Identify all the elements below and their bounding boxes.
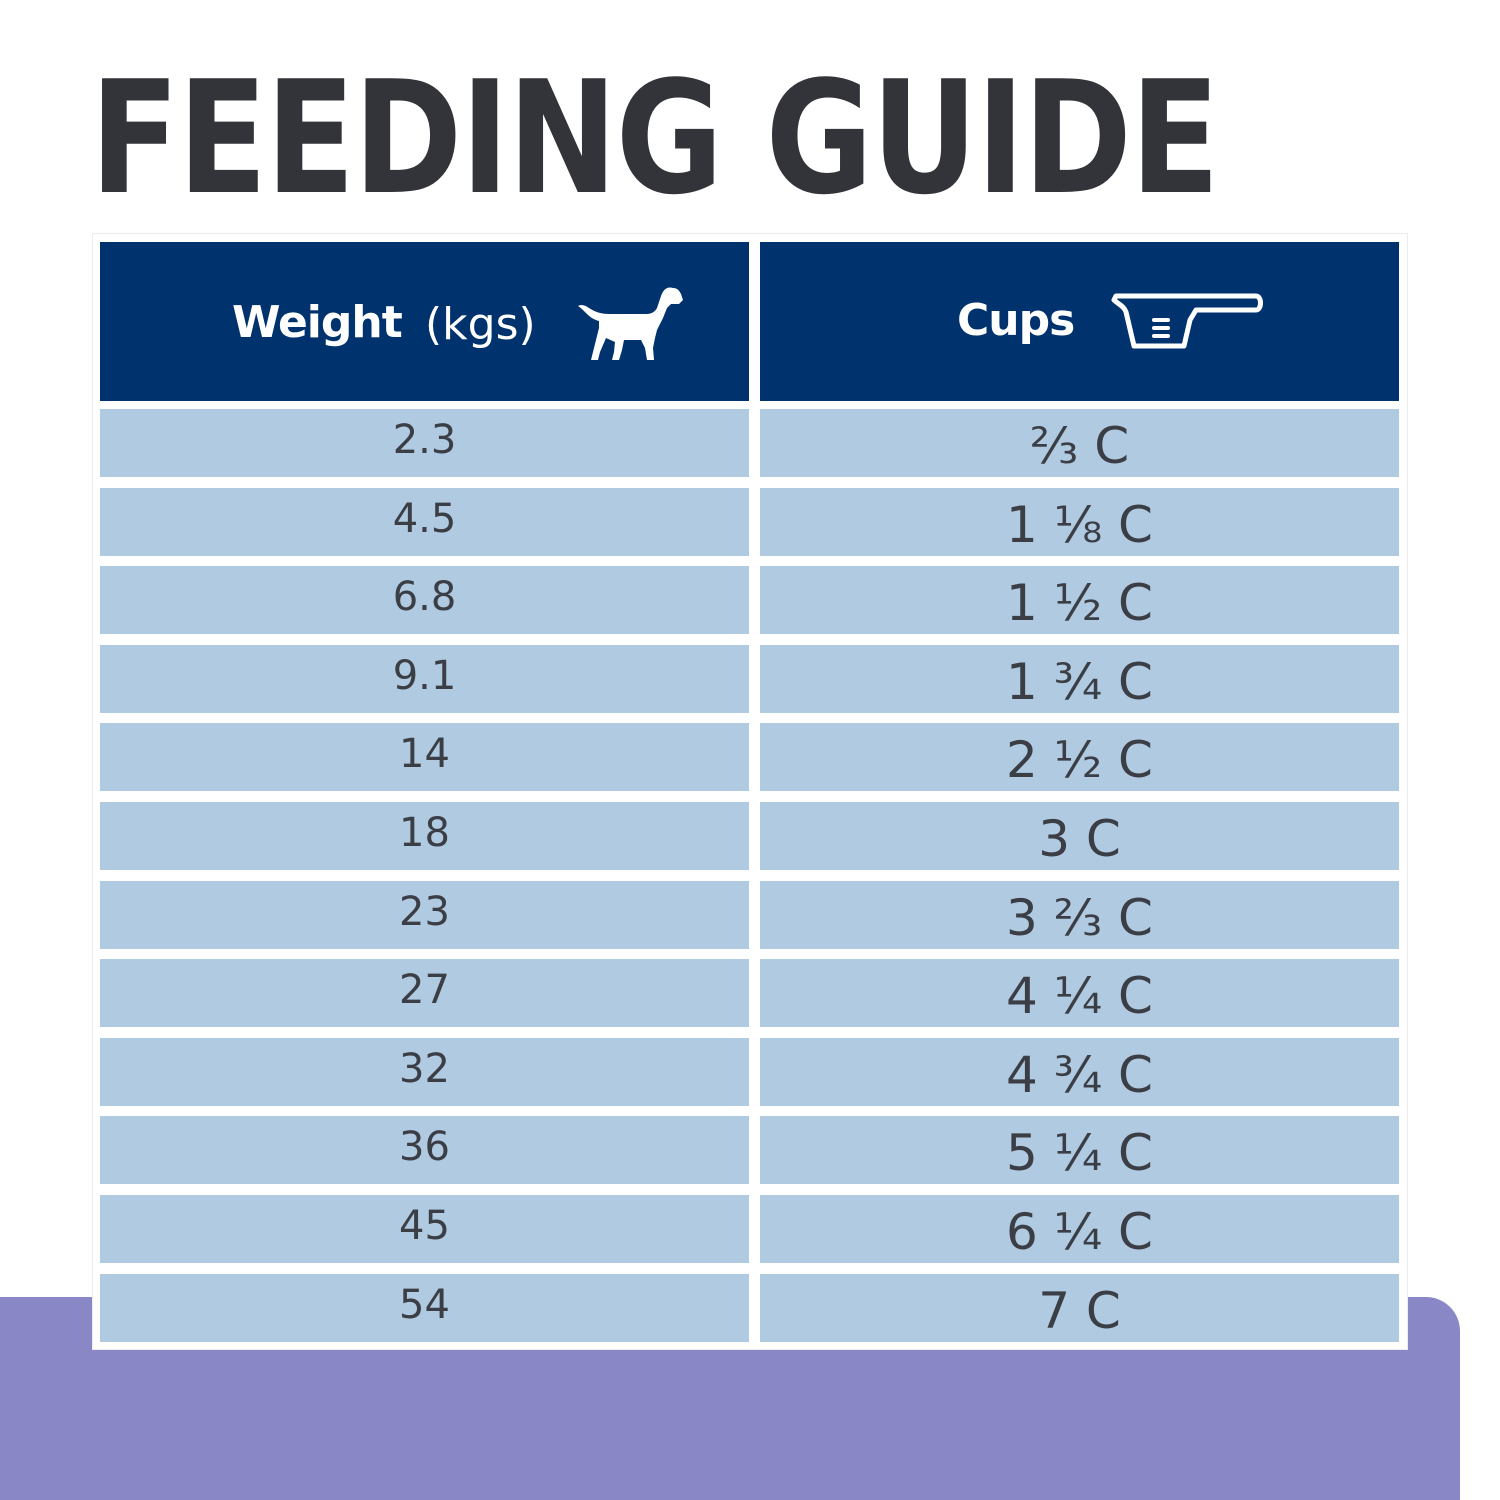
weight-cell: 23 <box>100 880 749 949</box>
weight-cell: 36 <box>100 1116 749 1185</box>
cups-cell: 4 ¼ C <box>760 959 1399 1028</box>
table-row: 23 3 ⅔ C <box>100 880 1399 949</box>
weight-cell: 9.1 <box>100 644 749 713</box>
weight-cell: 54 <box>100 1273 749 1342</box>
cups-cell: 5 ¼ C <box>760 1116 1399 1185</box>
feeding-table-body: 2.3 ⅔ C 4.5 1 ⅛ C 6.8 1 ½ C 9.1 1 ¾ C 14… <box>100 409 1399 1352</box>
weight-cell: 27 <box>100 959 749 1028</box>
weight-unit-label: (kgs) <box>425 299 536 350</box>
dog-icon <box>578 287 683 360</box>
cups-cell: 1 ¾ C <box>760 644 1399 713</box>
table-row: 32 4 ¾ C <box>100 1037 1399 1106</box>
table-row: 9.1 1 ¾ C <box>100 644 1399 713</box>
cups-cell: 7 C <box>760 1273 1399 1342</box>
table-row: 4.5 1 ⅛ C <box>100 487 1399 556</box>
table-row: 36 5 ¼ C <box>100 1116 1399 1185</box>
weight-cell: 14 <box>100 723 749 792</box>
weight-column-header: Weight (kgs) <box>100 242 749 401</box>
cups-cell: 2 ½ C <box>760 723 1399 792</box>
weight-cell: 4.5 <box>100 487 749 556</box>
table-row: 45 6 ¼ C <box>100 1194 1399 1263</box>
measuring-cup-icon <box>1111 293 1263 349</box>
table-row: 6.8 1 ½ C <box>100 566 1399 635</box>
weight-cell: 45 <box>100 1194 749 1263</box>
cups-cell: 1 ½ C <box>760 566 1399 635</box>
weight-header-label: Weight <box>232 297 403 348</box>
cups-cell: 3 C <box>760 801 1399 870</box>
cups-header-label: Cups <box>957 295 1075 346</box>
weight-cell: 6.8 <box>100 566 749 635</box>
table-row: 2.3 ⅔ C <box>100 409 1399 477</box>
cups-column-header: Cups <box>760 242 1399 401</box>
table-row: 18 3 C <box>100 801 1399 870</box>
weight-cell: 18 <box>100 801 749 870</box>
weight-cell: 2.3 <box>100 409 749 477</box>
cups-cell: 3 ⅔ C <box>760 880 1399 949</box>
table-row: 27 4 ¼ C <box>100 959 1399 1028</box>
cups-cell: 1 ⅛ C <box>760 487 1399 556</box>
weight-cell: 32 <box>100 1037 749 1106</box>
page-title: FEEDING GUIDE <box>90 47 1220 229</box>
cups-cell: 4 ¾ C <box>760 1037 1399 1106</box>
cups-cell: 6 ¼ C <box>760 1194 1399 1263</box>
cups-cell: ⅔ C <box>760 409 1399 477</box>
table-row: 14 2 ½ C <box>100 723 1399 792</box>
table-row: 54 7 C <box>100 1273 1399 1342</box>
